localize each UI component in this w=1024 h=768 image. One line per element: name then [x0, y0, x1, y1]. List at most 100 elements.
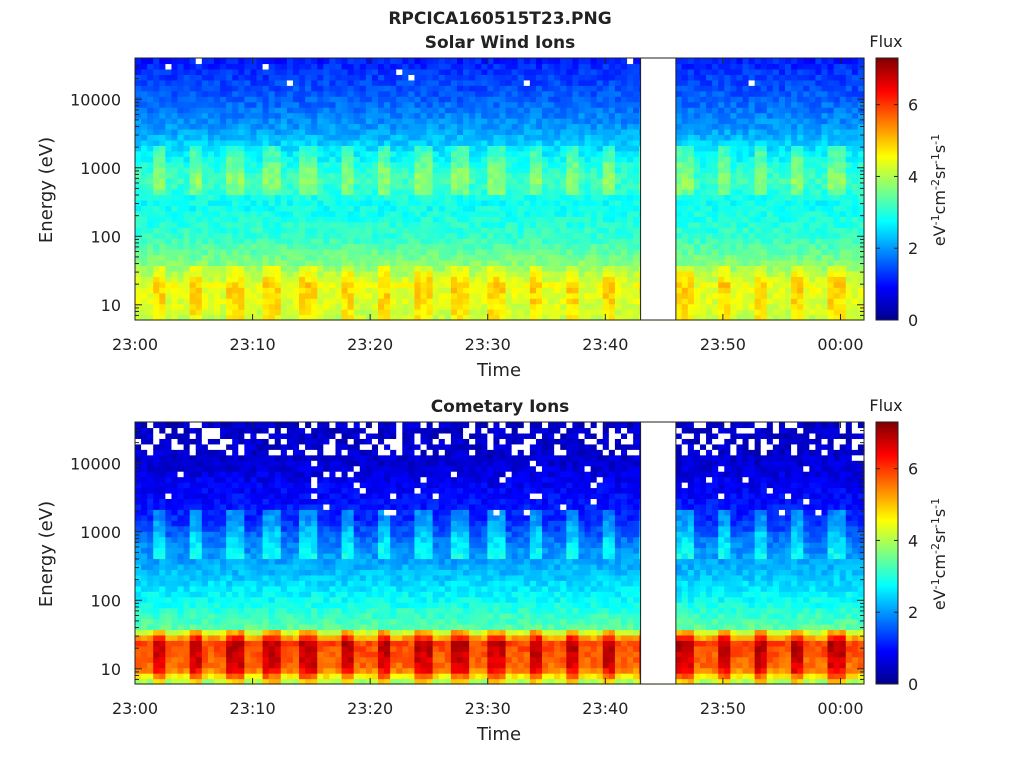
spectrogram-cell	[469, 314, 476, 321]
spectrogram-cell	[420, 128, 428, 136]
spectrogram-cell	[408, 210, 416, 217]
spectrogram-cell	[523, 303, 531, 310]
spectrogram-cell	[542, 199, 549, 206]
spectrogram-cell	[280, 150, 288, 157]
spectrogram-cell	[232, 216, 239, 223]
spectrogram-cell	[165, 309, 173, 316]
spectrogram-cell	[469, 216, 476, 223]
spectrogram-cell	[699, 74, 707, 81]
spectrogram-cell	[724, 243, 731, 250]
spectrogram-cell	[517, 243, 525, 250]
spectrogram-cell	[256, 303, 264, 310]
spectrogram-cell	[456, 107, 464, 114]
spectrogram-cell	[499, 156, 507, 163]
spectrogram-cell	[748, 156, 756, 163]
spectrogram-cell	[633, 227, 640, 234]
spectrogram-cell	[244, 270, 252, 277]
spectrogram-cell	[311, 243, 318, 250]
spectrogram-cell	[681, 238, 689, 245]
spectrogram-cell	[213, 265, 221, 272]
spectrogram-cell	[475, 68, 482, 75]
spectrogram-cell	[754, 199, 762, 206]
spectrogram-cell	[718, 292, 725, 299]
spectrogram-cell	[730, 221, 738, 228]
spectrogram-cell	[487, 156, 495, 163]
spectrogram-cell	[760, 199, 768, 206]
spectrogram-cell	[347, 281, 355, 288]
spectrogram-cell	[183, 194, 191, 201]
spectrogram-cell	[681, 58, 689, 65]
spectrogram-cell	[353, 79, 361, 86]
spectrogram-cell	[517, 167, 525, 174]
spectrogram-cell	[505, 96, 513, 103]
spectrogram-cell	[141, 194, 148, 201]
spectrogram-cell	[627, 227, 634, 234]
spectrogram-cell	[402, 265, 409, 272]
spectrogram-cell	[426, 210, 434, 217]
spectrogram-cell	[408, 227, 416, 234]
spectrogram-cell	[596, 216, 604, 223]
spectrogram-cell	[147, 161, 154, 168]
spectrogram-cell	[760, 292, 768, 299]
spectrogram-cell	[390, 150, 397, 157]
spectrogram-cell	[511, 150, 519, 157]
spectrogram-cell	[584, 210, 592, 217]
spectrogram-cell	[201, 227, 209, 234]
spectrogram-cell	[213, 90, 221, 97]
spectrogram-cell	[341, 123, 349, 130]
spectrogram-cell	[554, 118, 561, 125]
spectrogram-cell	[578, 63, 586, 70]
spectrogram-cell	[384, 96, 391, 103]
spectrogram-cell	[347, 79, 355, 86]
spectrogram-cell	[232, 128, 239, 136]
spectrogram-cell	[311, 167, 318, 174]
spectrogram-cell	[408, 74, 416, 81]
spectrogram-cell	[742, 199, 750, 206]
spectrogram-cell	[268, 118, 276, 125]
spectrogram-cell	[408, 232, 416, 239]
spectrogram-cell	[232, 303, 239, 310]
spectrogram-cell	[250, 96, 258, 103]
spectrogram-cell	[420, 287, 428, 294]
spectrogram-cell	[699, 249, 707, 256]
spectrogram-cell	[165, 259, 173, 267]
spectrogram-cell	[317, 227, 324, 234]
spectrogram-cell	[323, 298, 330, 305]
spectrogram-cell	[529, 287, 537, 294]
spectrogram-cell	[135, 276, 142, 283]
spectrogram-cell	[463, 210, 470, 217]
spectrogram-cell	[675, 265, 683, 272]
spectrogram-cell	[542, 123, 549, 130]
spectrogram-cell	[463, 303, 470, 310]
spectrogram-cell	[566, 249, 573, 256]
spectrogram-cell	[323, 227, 330, 234]
spectrogram-cell	[578, 96, 586, 103]
spectrogram-cell	[493, 303, 501, 310]
spectrogram-cell	[195, 178, 203, 185]
spectrogram-cell	[456, 63, 464, 70]
spectrogram-cell	[730, 254, 738, 261]
spectrogram-cell	[305, 161, 312, 168]
spectrogram-cell	[566, 178, 573, 185]
spectrogram-cell	[693, 85, 701, 92]
spectrogram-cell	[171, 292, 179, 299]
spectrogram-cell	[371, 161, 379, 168]
spectrogram-cell	[681, 309, 689, 316]
spectrogram-cell	[675, 161, 683, 168]
spectrogram-cell	[469, 254, 476, 261]
spectrogram-cell	[402, 270, 409, 277]
spectrogram-cell	[317, 249, 324, 256]
spectrogram-cell	[742, 259, 750, 267]
spectrogram-cell	[317, 183, 324, 190]
spectrogram-cell	[299, 183, 306, 190]
spectrogram-cell	[365, 227, 373, 234]
spectrogram-cell	[396, 58, 403, 65]
spectrogram-cell	[365, 199, 373, 206]
spectrogram-cell	[693, 139, 701, 146]
spectrogram-cell	[274, 118, 282, 125]
spectrogram-cell	[238, 58, 245, 65]
spectrogram-cell	[226, 232, 233, 239]
spectrogram-cell	[523, 145, 531, 152]
spectrogram-cell	[463, 227, 470, 234]
spectrogram-cell	[627, 276, 634, 283]
